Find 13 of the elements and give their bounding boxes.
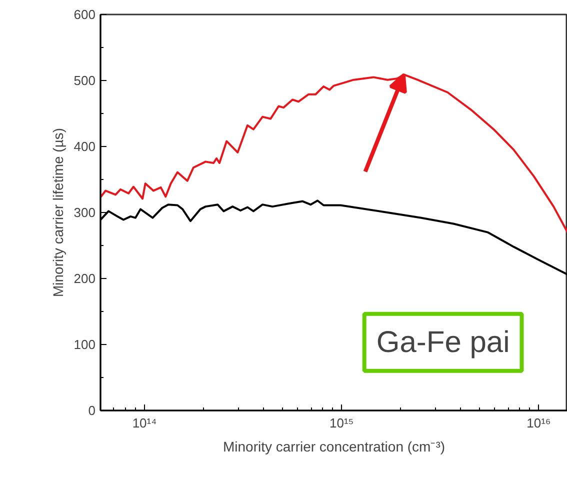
x-tick-label: 10¹⁴ — [132, 416, 157, 430]
annotation: Ga-Fe pai — [376, 326, 510, 359]
y-tick-label: 600 — [74, 7, 96, 22]
y-tick-label: 0 — [88, 403, 96, 418]
y-tick-label: 100 — [74, 337, 96, 352]
x-tick-label: 10¹⁶ — [526, 416, 551, 430]
x-tick-label: 10¹⁵ — [330, 416, 354, 430]
y-axis-title: Minority carrier lifetime (µs) — [50, 128, 66, 298]
y-tick-label: 300 — [74, 205, 96, 220]
y-tick-label: 500 — [74, 73, 96, 88]
y-tick-label: 400 — [74, 139, 96, 154]
x-axis-title: Minority carrier concentration (cm⁻³) — [222, 438, 446, 454]
y-tick-label: 200 — [74, 271, 96, 286]
